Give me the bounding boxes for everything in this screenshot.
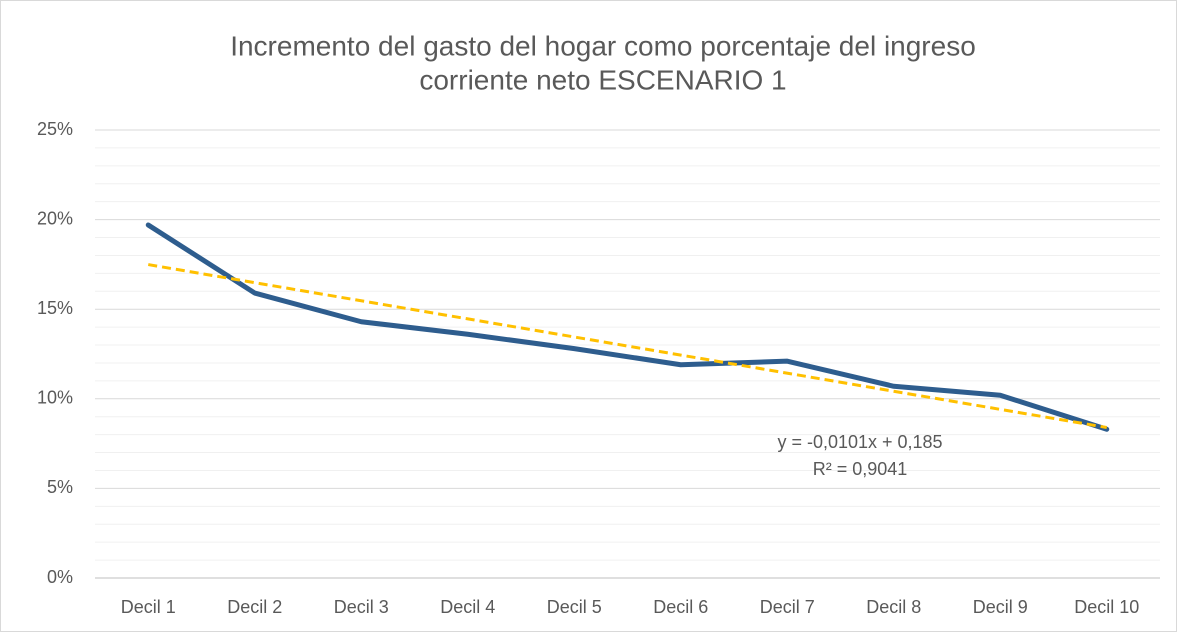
y-tick-label: 10% [37,388,73,408]
x-tick-label: Decil 9 [973,597,1028,617]
x-tick-label: Decil 4 [440,597,495,617]
line-series [145,222,1110,432]
y-tick-label: 15% [37,298,73,318]
x-tick-label: Decil 6 [653,597,708,617]
y-tick-label: 0% [47,567,73,587]
x-tick-label: Decil 3 [334,597,389,617]
y-tick-label: 25% [37,119,73,139]
x-tick-label: Decil 7 [760,597,815,617]
x-tick-label: Decil 10 [1074,597,1139,617]
y-tick-label: 5% [47,477,73,497]
chart-title: corriente neto ESCENARIO 1 [419,64,786,95]
x-tick-label: Decil 1 [121,597,176,617]
trendline [147,263,1108,429]
chart-title: Incremento del gasto del hogar como porc… [230,30,976,61]
x-tick-label: Decil 8 [866,597,921,617]
trendline-label: R² = 0,9041 [813,459,908,479]
y-tick-label: 20% [37,208,73,228]
trendline-label: y = -0,0101x + 0,185 [777,432,942,452]
x-tick-label: Decil 2 [227,597,282,617]
x-tick-label: Decil 5 [547,597,602,617]
